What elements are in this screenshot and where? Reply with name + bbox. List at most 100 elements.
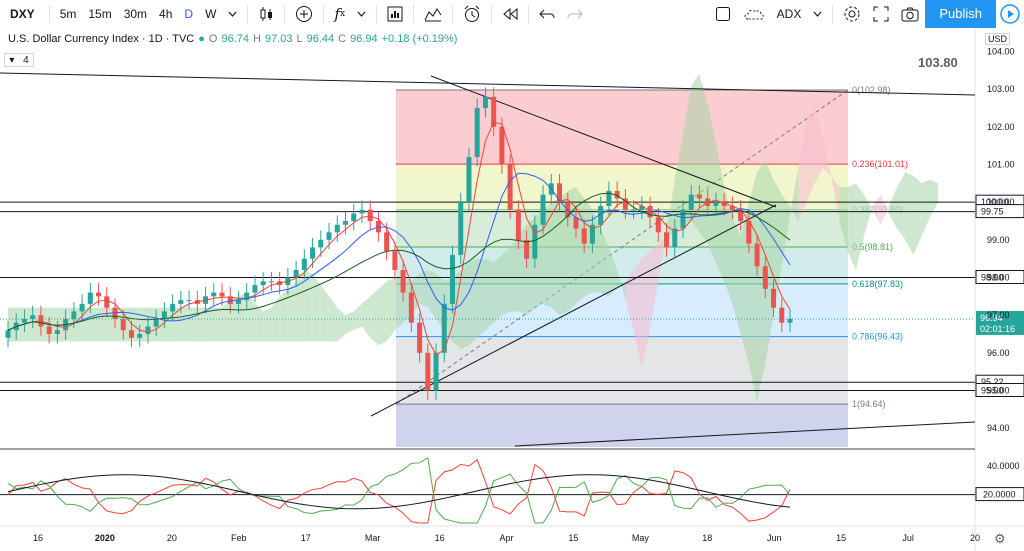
symbol-search-button[interactable]: DXY: [10, 7, 35, 21]
compare-dropdown-icon[interactable]: [807, 0, 828, 28]
candle-body: [112, 307, 118, 319]
level-price-tag: [975, 204, 1024, 219]
adx-level-label: 20.0000: [983, 490, 1016, 500]
candle-body: [235, 300, 241, 304]
interval-30m[interactable]: 30m: [123, 7, 148, 21]
time-tick-label: Feb: [231, 533, 247, 543]
toolbar-divider: [491, 5, 493, 23]
interval-dropdown-icon[interactable]: [222, 0, 243, 28]
ichimoku-cloud-segment: [468, 258, 478, 346]
ichimoku-cloud-segment: [543, 202, 552, 308]
interval-15m[interactable]: 15m: [88, 7, 112, 21]
candle-body: [359, 209, 365, 214]
publish-button[interactable]: Publish: [925, 0, 996, 28]
ichimoku-cloud-segment: [682, 85, 692, 225]
ichimoku-cloud-segment: [427, 269, 437, 319]
fib-level-label: 0.5(98.81): [852, 242, 893, 252]
ichimoku-cloud-segment: [24, 307, 33, 342]
compare-add-icon[interactable]: [289, 0, 319, 28]
level-price-label: 99.75: [981, 207, 1004, 217]
ichimoku-cloud-segment: [493, 254, 502, 323]
ichimoku-cloud-segment: [304, 269, 313, 342]
price-tick-label: 104.00: [987, 47, 1015, 57]
undo-icon[interactable]: [533, 0, 561, 28]
time-tick-label: 17: [301, 533, 311, 543]
cloud-layout-icon[interactable]: [737, 0, 771, 28]
candle-body: [499, 126, 505, 165]
interval-4h[interactable]: 4h: [159, 7, 173, 21]
candle-style-icon[interactable]: [252, 0, 280, 28]
time-tick-label: 2020: [95, 533, 115, 543]
low-label: L: [296, 33, 303, 45]
fib-level-label: 0.786(96.43): [852, 332, 903, 342]
fullscreen-expand-icon[interactable]: [867, 0, 895, 28]
candle-body: [433, 352, 439, 391]
toolbar-divider: [284, 5, 286, 23]
time-tick-label: 20: [970, 533, 980, 543]
last-price-tag: [976, 310, 1024, 335]
fib-level-label: 0.236(101.01): [852, 159, 908, 169]
ichimoku-cloud-segment: [551, 198, 560, 316]
ichimoku-cloud-segment: [707, 104, 716, 263]
visibility-eye-dot[interactable]: ●: [198, 33, 205, 45]
ichimoku-cloud-segment: [477, 258, 486, 338]
time-tick-label: Jun: [767, 533, 782, 543]
ichimoku-cloud-segment: [888, 187, 898, 229]
right-toolbar: ADX Publish: [709, 0, 1024, 28]
adx-series-line: [7, 458, 791, 524]
ichimoku-cloud-segment: [246, 292, 255, 342]
countdown-label: 02:01:16: [980, 324, 1015, 334]
toolbar-divider: [413, 5, 415, 23]
currency-label[interactable]: USD: [985, 33, 1011, 45]
price-tick-label: 95.00: [987, 386, 1010, 396]
ichimoku-cloud-segment: [501, 247, 511, 316]
fib-trend-line: [395, 89, 849, 405]
candle-body: [557, 183, 563, 203]
financials-icon[interactable]: [381, 0, 409, 28]
alert-clock-icon[interactable]: [457, 0, 487, 28]
indicators-dropdown-icon[interactable]: [351, 0, 372, 28]
open-label: O: [208, 33, 218, 45]
interval-5m[interactable]: 5m: [59, 7, 77, 21]
replay-icon[interactable]: [496, 0, 524, 28]
templates-icon[interactable]: [418, 0, 448, 28]
ichimoku-cloud-segment: [222, 300, 231, 342]
ichimoku-cloud-segment: [90, 307, 99, 342]
candle-body: [524, 239, 530, 259]
play-button[interactable]: [996, 0, 1024, 28]
ichimoku-cloud-segment: [641, 251, 651, 368]
level-price-label: 98.00: [981, 273, 1004, 283]
fib-level-label: 0.618(97.83): [852, 279, 903, 289]
ichimoku-cloud-segment: [172, 307, 181, 342]
redo-icon[interactable]: [561, 0, 589, 28]
toolbar-divider: [528, 5, 530, 23]
chart-settings-gear-icon[interactable]: ⚙: [994, 531, 1006, 546]
series-legend: U.S. Dollar Currency Index · 1D · TVC ● …: [8, 33, 457, 45]
compare-symbol-label[interactable]: ADX: [776, 7, 802, 21]
adx-series-line: [7, 474, 791, 510]
indicators-toggle[interactable]: ▾ 4: [4, 53, 34, 67]
fullscreen-square-icon[interactable]: [709, 0, 737, 28]
interval-w[interactable]: W: [205, 7, 217, 21]
candle-body: [565, 202, 571, 218]
last-price-label: 96.94: [980, 313, 1003, 323]
candle-body: [5, 330, 11, 338]
candle-body: [450, 254, 456, 304]
ichimoku-cloud-segment: [82, 307, 91, 342]
candle-body: [787, 318, 793, 323]
settings-gear-icon[interactable]: [837, 0, 867, 28]
candle-body: [293, 269, 299, 278]
candle-body: [71, 311, 77, 319]
ichimoku-cloud-segment: [312, 273, 321, 342]
interval-d[interactable]: D: [184, 7, 194, 21]
ichimoku-cloud-segment: [633, 258, 642, 368]
candle-body: [729, 205, 735, 210]
time-tick-label: 18: [702, 533, 712, 543]
ichimoku-cloud-segment: [180, 307, 190, 342]
ichimoku-cloud-segment: [353, 303, 362, 331]
ichimoku-cloud-segment: [732, 217, 741, 335]
candle-body: [474, 108, 480, 157]
camera-snapshot-icon[interactable]: [895, 0, 925, 28]
